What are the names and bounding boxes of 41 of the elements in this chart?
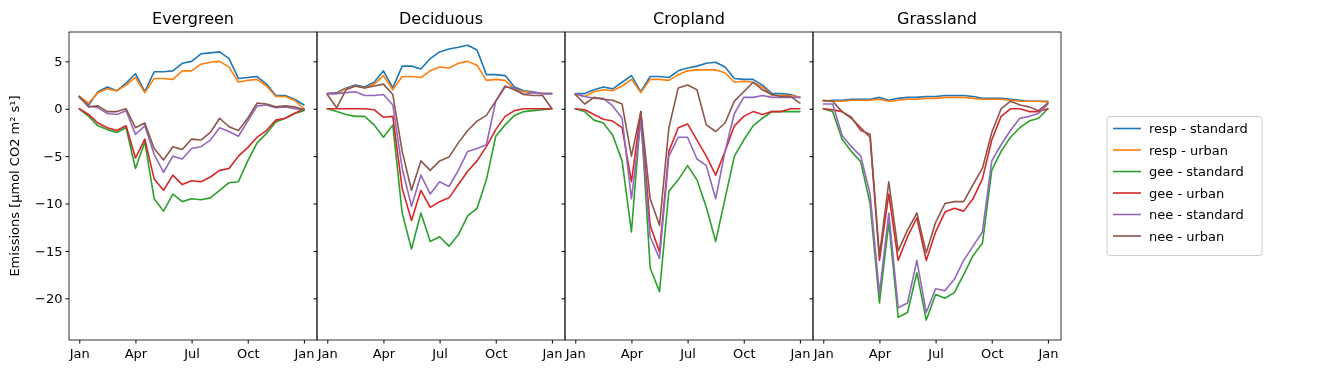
chart-title: Deciduous [399,9,483,28]
x-tick-label: Jan [68,346,90,362]
x-tick-label: Apr [124,346,148,362]
x-tick-label: Jan [293,346,315,362]
legend-label: nee - standard [1149,207,1244,223]
x-tick-label: Jan [1037,346,1059,362]
legend-label: resp - standard [1149,121,1248,137]
line-series [78,107,305,212]
x-tick-label: Jan [812,346,834,362]
y-tick-label: −5 [43,148,63,164]
y-tick-label: −15 [35,243,63,259]
x-tick-label: Oct [485,346,508,362]
x-tick-label: Oct [733,346,756,362]
y-tick-label: −10 [35,196,63,212]
legend-label: gee - standard [1149,164,1244,180]
x-tick-label: Oct [237,346,260,362]
x-tick-label: Jul [431,346,448,362]
legend-label: gee - urban [1149,185,1225,201]
chart-title: Evergreen [152,9,234,28]
x-tick-label: Apr [868,346,892,362]
x-tick-label: Jul [183,346,200,362]
x-tick-label: Apr [372,346,396,362]
x-tick-label: Jan [316,346,338,362]
y-tick-label: 5 [54,54,63,70]
x-tick-label: Jul [679,346,696,362]
line-series [78,107,305,192]
y-tick-label: 0 [54,101,63,117]
x-tick-label: Jan [789,346,811,362]
x-tick-label: Jan [564,346,586,362]
line-series [78,60,305,110]
line-series [78,95,305,161]
chart-title: Cropland [653,9,725,28]
x-tick-label: Jul [927,346,944,362]
x-tick-label: Oct [981,346,1004,362]
legend-label: resp - urban [1149,142,1229,158]
y-tick-label: −20 [35,290,63,306]
x-tick-label: Jan [541,346,563,362]
x-tick-label: Apr [620,346,644,362]
legend-label: nee - urban [1149,228,1225,244]
chart-title: Grassland [897,9,977,28]
y-axis-title: Emissions [μmol CO2 m² s¹] [7,95,22,277]
